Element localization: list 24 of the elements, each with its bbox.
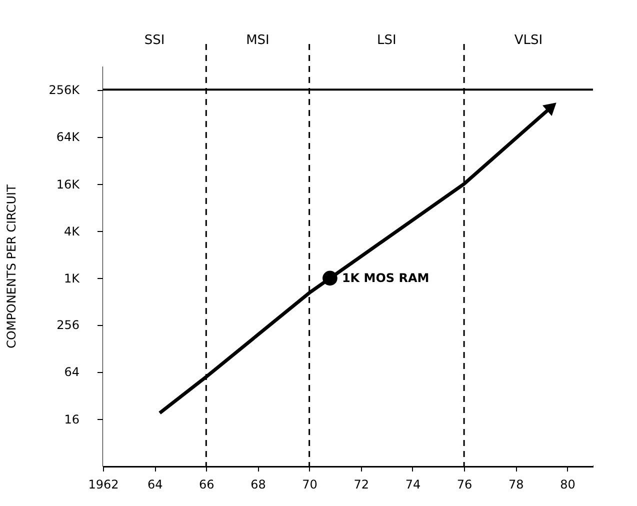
y-tick-label: 4K xyxy=(64,224,81,239)
x-tick-label: 74 xyxy=(405,478,421,492)
y-tick-label: 256 xyxy=(56,318,80,332)
band-label: LSI xyxy=(377,33,396,48)
band-label: VLSI xyxy=(514,33,543,48)
x-tick-label: 66 xyxy=(199,478,214,492)
x-tick-label: 78 xyxy=(508,478,524,492)
x-tick-label: 1962 xyxy=(88,478,119,492)
y-tick-label: 1K xyxy=(64,272,81,286)
y-tick-label: 64K xyxy=(56,130,81,144)
band-label: MSI xyxy=(246,33,270,48)
x-tick-label: 76 xyxy=(456,478,472,492)
x-tick-label: 70 xyxy=(302,478,318,492)
x-tick-label: 68 xyxy=(250,478,266,492)
y-tick-label: 16 xyxy=(64,412,80,426)
y-tick-label: 64 xyxy=(64,365,80,380)
y-tick-label: 256K xyxy=(48,83,81,98)
y-axis-title: COMPONENTS PER CIRCUIT xyxy=(4,184,19,348)
y-tick-label: 16K xyxy=(56,177,81,192)
x-tick-label: 72 xyxy=(354,478,370,492)
x-tick-label: 64 xyxy=(147,478,163,492)
band-label: SSI xyxy=(144,33,165,48)
annotation: 1K MOS RAM xyxy=(342,271,430,286)
x-tick-label: 80 xyxy=(560,478,576,492)
